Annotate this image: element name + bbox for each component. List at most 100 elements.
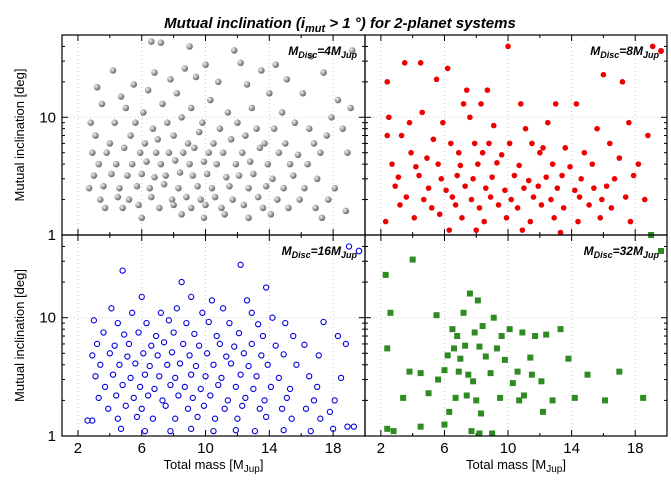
data-point <box>489 430 496 437</box>
data-point <box>302 405 310 412</box>
data-point <box>522 125 529 132</box>
data-point <box>195 128 203 136</box>
data-point <box>87 119 95 126</box>
data-point <box>462 183 468 189</box>
data-point <box>176 169 184 176</box>
data-point <box>240 350 247 357</box>
data-point <box>208 297 216 304</box>
data-point <box>528 371 535 378</box>
data-point <box>179 149 187 157</box>
data-point <box>141 140 149 147</box>
data-point <box>584 371 591 378</box>
data-point <box>155 204 163 212</box>
data-point <box>135 329 142 336</box>
data-point <box>454 172 460 179</box>
data-point <box>495 202 502 208</box>
panel-label-mid: =32M <box>613 244 644 258</box>
data-point <box>194 413 201 421</box>
x-tick-label: 2 <box>74 440 82 457</box>
data-point <box>519 329 526 336</box>
data-point <box>493 345 500 352</box>
data-point <box>616 368 623 375</box>
data-point <box>543 331 550 338</box>
data-point <box>306 373 313 380</box>
data-point <box>549 397 556 404</box>
data-point <box>117 93 125 100</box>
data-point <box>250 170 257 178</box>
data-point <box>317 149 324 157</box>
data-point <box>305 125 313 132</box>
data-point <box>411 215 418 221</box>
data-point <box>479 149 486 156</box>
data-point <box>216 125 224 132</box>
data-point <box>400 394 407 401</box>
data-point <box>476 343 483 350</box>
data-point <box>384 425 391 432</box>
x-tick-label: 6 <box>138 440 146 457</box>
data-point <box>468 428 475 435</box>
data-point <box>192 362 200 370</box>
data-point <box>254 321 262 328</box>
data-point <box>463 87 470 93</box>
data-point <box>191 330 198 338</box>
data-point <box>173 89 181 97</box>
data-point <box>473 397 480 404</box>
data-point <box>307 52 315 60</box>
data-point <box>497 394 504 401</box>
data-point <box>210 427 217 435</box>
data-point <box>202 61 209 68</box>
data-point <box>435 376 442 383</box>
tick-marks <box>62 35 365 236</box>
data-point <box>227 136 235 143</box>
data-point <box>224 109 232 116</box>
data-point <box>285 204 292 212</box>
data-point <box>269 314 276 321</box>
data-point <box>231 343 238 350</box>
data-point <box>575 218 581 225</box>
data-point <box>98 100 106 108</box>
data-point <box>157 309 165 316</box>
data-point <box>505 43 511 50</box>
x-axis-label: Total mass [MJup] <box>466 457 566 475</box>
data-point <box>554 185 561 191</box>
data-point <box>218 204 225 212</box>
data-point <box>128 160 136 168</box>
data-point <box>200 158 208 165</box>
data-point <box>148 38 155 45</box>
panel-label-sub2: Jup <box>341 250 358 260</box>
data-point <box>258 352 265 359</box>
data-point <box>417 370 424 377</box>
data-point <box>144 392 152 399</box>
data-point <box>348 47 356 54</box>
x-tick-label: 10 <box>500 440 517 457</box>
data-point <box>470 378 477 385</box>
data-point <box>549 161 556 167</box>
data-point <box>133 182 141 190</box>
data-point <box>100 329 107 336</box>
data-point <box>223 353 230 360</box>
data-point <box>578 176 584 182</box>
data-point <box>240 201 248 209</box>
data-point <box>195 342 203 349</box>
data-point <box>229 196 236 203</box>
data-point <box>125 196 133 203</box>
data-point <box>172 415 179 422</box>
data-point <box>187 204 195 212</box>
data-point <box>508 196 515 203</box>
data-point <box>116 361 123 368</box>
data-point <box>435 161 441 167</box>
data-point <box>253 125 260 132</box>
data-point <box>270 125 278 132</box>
data-point <box>572 187 578 194</box>
data-point <box>323 132 331 139</box>
x-tick-label: 2 <box>377 440 385 457</box>
data-point <box>135 201 142 209</box>
data-points <box>382 232 655 437</box>
data-point <box>395 174 402 180</box>
x-tick-label: 14 <box>261 440 278 457</box>
data-point <box>171 157 179 164</box>
data-points <box>85 38 356 222</box>
data-point <box>122 402 129 409</box>
data-point <box>250 385 257 393</box>
